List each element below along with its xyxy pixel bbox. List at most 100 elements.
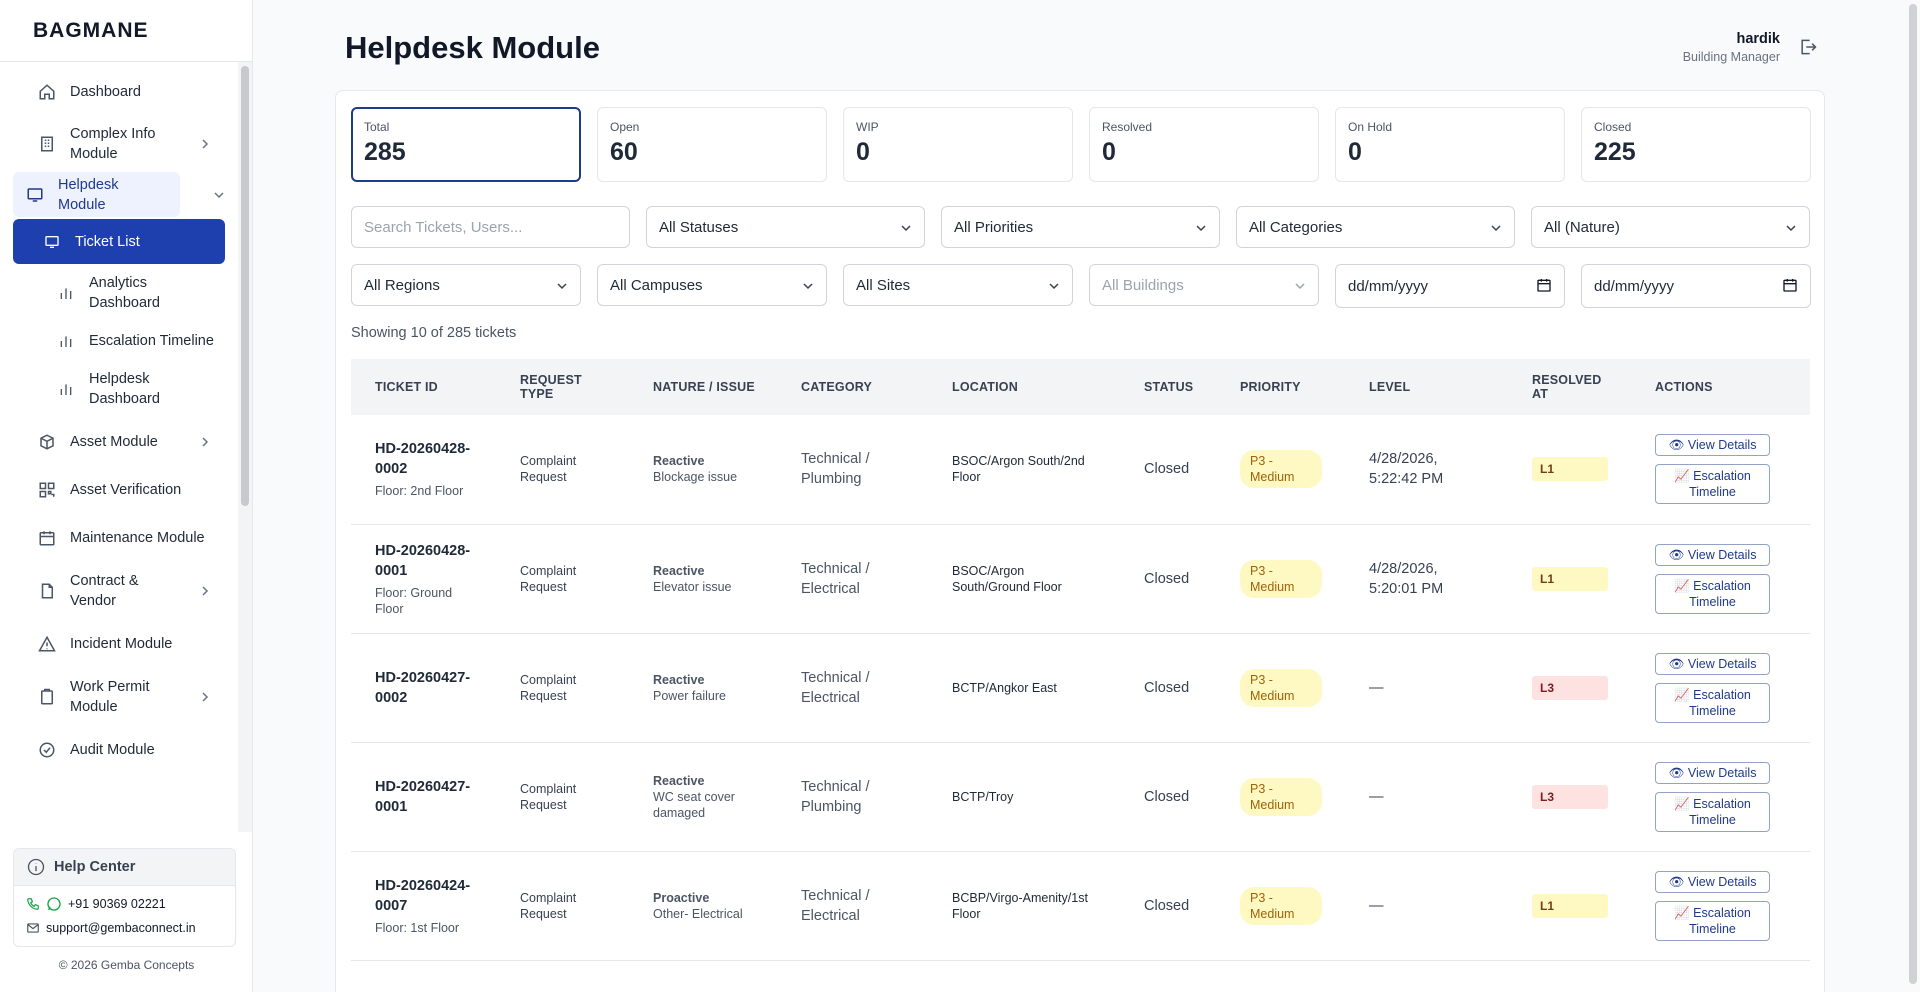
sidebar-item-work-permit[interactable]: Work Permit Module (13, 668, 225, 726)
table-row[interactable]: HD-20260427-0002 Complaint Request Reactiv… (351, 633, 1810, 742)
stat-card-resolved[interactable]: Resolved 0 (1089, 107, 1319, 182)
document-icon (37, 581, 57, 601)
sidebar-item-maintenance[interactable]: Maintenance Module (13, 514, 225, 562)
request-type-cell: Complaint Request (510, 742, 643, 851)
stat-card-open[interactable]: Open 60 (597, 107, 827, 182)
ticket-id[interactable]: HD-20260427-0002 (375, 669, 471, 706)
table-row[interactable]: HD-20260424-0007 Floor: 1st Floor Complain… (351, 851, 1810, 960)
view-details-button[interactable]: 👁 View Details (1655, 761, 1770, 784)
stat-card-on-hold[interactable]: On Hold 0 (1335, 107, 1565, 182)
page-scroll-thumb[interactable] (1909, 4, 1917, 984)
help-email-row: support@gembaconnect.in (14, 916, 235, 940)
resolved-at-cell: L3 (1522, 742, 1645, 851)
ticket-id[interactable]: HD-20260428-0001 (375, 542, 471, 579)
escalation-timeline-button[interactable]: 📈 Escalation Timeline (1655, 900, 1770, 941)
sidebar-item-asset-verification[interactable]: Asset Verification (13, 466, 225, 514)
page-scrollbar[interactable] (1906, 0, 1920, 992)
sidebar-scroll-thumb[interactable] (241, 66, 249, 506)
sidebar-subitem-ticket-list[interactable]: Ticket List (13, 219, 225, 264)
campus-select[interactable]: All Campuses (597, 264, 827, 306)
table-row[interactable]: HD-20260428-0002 Floor: 2nd Floor Complain… (351, 415, 1810, 524)
page-title: Helpdesk Module (345, 30, 600, 65)
column-header[interactable]: LOCATION (952, 380, 1018, 394)
column-header[interactable]: NATURE / ISSUE (653, 380, 755, 394)
escalation-timeline-button[interactable]: 📈 Escalation Timeline (1655, 682, 1770, 723)
sidebar-subitem-escalation-timeline[interactable]: Escalation Timeline (29, 322, 225, 360)
column-header[interactable]: ACTIONS (1655, 380, 1713, 394)
sidebar-item-audit[interactable]: Audit Module (13, 726, 225, 774)
category-select[interactable]: All Categories (1236, 206, 1515, 248)
column-header[interactable]: LEVEL (1369, 380, 1411, 394)
ticket-id[interactable]: HD-20260424-0007 (375, 877, 471, 914)
stat-card-total[interactable]: Total 285 (351, 107, 581, 182)
view-details-button[interactable]: 👁 View Details (1655, 870, 1770, 893)
status-select-value: All Statuses (659, 218, 739, 236)
building-select[interactable]: All Buildings (1089, 264, 1319, 306)
table-row[interactable]: HD-20260428-0001 Floor: Ground Floor Compl… (351, 524, 1810, 633)
level-value: 4/28/2026, 5:20:01 PM (1369, 560, 1444, 597)
ticket-id[interactable]: HD-20260428-0002 (375, 441, 471, 478)
stat-card-closed[interactable]: Closed 225 (1581, 107, 1811, 182)
column-header[interactable]: REQUEST TYPE (510, 359, 643, 415)
request-type: Complaint Request (520, 454, 577, 485)
calendar-icon[interactable] (1782, 277, 1798, 293)
monitor-icon (43, 233, 61, 251)
category: Technical / Electrical (801, 560, 870, 597)
column-header[interactable]: TICKET ID (375, 380, 438, 394)
stat-card-wip[interactable]: WIP 0 (843, 107, 1073, 182)
escalation-timeline-button[interactable]: 📈 Escalation Timeline (1655, 573, 1770, 614)
view-details-button[interactable]: 👁 View Details (1655, 434, 1770, 457)
help-center-header[interactable]: Help Center (14, 849, 235, 886)
stats-row: Total 285 Open 60 WIP 0 Resolved 0 On Ho… (351, 107, 1811, 182)
sidebar-item-incident[interactable]: Incident Module (13, 620, 225, 668)
chevron-right-icon (199, 436, 211, 448)
stat-value: 0 (1348, 138, 1362, 166)
escalation-timeline-button[interactable]: 📈 Escalation Timeline (1655, 464, 1770, 505)
sidebar-item-dashboard[interactable]: Dashboard (13, 68, 225, 116)
status-select[interactable]: All Statuses (646, 206, 925, 248)
sidebar-item-asset-module[interactable]: Asset Module (13, 418, 225, 466)
level-cell: — (1359, 851, 1522, 960)
monitor-icon (25, 185, 45, 205)
region-select[interactable]: All Regions (351, 264, 581, 306)
calendar-icon[interactable] (1536, 277, 1552, 293)
column-header[interactable]: STATUS (1144, 380, 1194, 394)
chevron-right-icon (199, 138, 211, 150)
sidebar-subitem-helpdesk-dashboard[interactable]: Helpdesk Dashboard (29, 360, 225, 418)
ticket-id-cell: HD-20260427-0001 (351, 742, 510, 851)
issue: Elevator issue (653, 579, 732, 594)
column-header[interactable]: CATEGORY (801, 380, 873, 394)
column-header[interactable]: PRIORITY (1240, 380, 1301, 394)
search-input[interactable]: Search Tickets, Users... (351, 206, 630, 248)
column-header[interactable]: RESOLVED AT (1522, 359, 1645, 415)
location-cell: BCBP/Virgo-Amenity/1st Floor (942, 851, 1134, 960)
table-row[interactable]: HD-20260427-0001 Complaint Request Reactiv… (351, 742, 1810, 851)
sidebar-item-helpdesk[interactable]: Helpdesk Module (13, 172, 224, 217)
view-details-button[interactable]: 👁 View Details (1655, 543, 1770, 566)
date-to-input[interactable]: dd/mm/yyyy (1581, 264, 1811, 308)
logout-icon[interactable] (1798, 37, 1820, 59)
sidebar-item-complex-info[interactable]: Complex Info Module (13, 116, 225, 172)
escalation-timeline-button[interactable]: 📈 Escalation Timeline (1655, 791, 1770, 832)
nature-issue-cell: Reactive Elevator issue (643, 524, 791, 633)
stat-label: Total (364, 120, 390, 134)
chevron-down-icon (1195, 222, 1207, 234)
help-phone[interactable]: +91 90369 02221 (68, 897, 166, 911)
sidebar-subitem-label: Escalation Timeline (89, 333, 214, 349)
site-select[interactable]: All Sites (843, 264, 1073, 306)
sidebar-subitem-label: Analytics Dashboard (89, 275, 160, 311)
bar-chart-icon (57, 380, 75, 398)
sidebar-scrollbar[interactable] (238, 62, 252, 832)
building-select-value: All Buildings (1102, 276, 1184, 294)
date-from-input[interactable]: dd/mm/yyyy (1335, 264, 1565, 308)
help-email[interactable]: support@gembaconnect.in (46, 921, 196, 935)
priority-select[interactable]: All Priorities (941, 206, 1220, 248)
sidebar-subitem-analytics-dashboard[interactable]: Analytics Dashboard (29, 264, 225, 322)
level-cell: 4/28/2026, 5:20:01 PM (1359, 524, 1522, 633)
nature: Reactive (653, 563, 705, 578)
ticket-id[interactable]: HD-20260427-0001 (375, 778, 471, 815)
issue: Other- Electrical (653, 906, 743, 921)
nature-select[interactable]: All (Nature) (1531, 206, 1810, 248)
view-details-button[interactable]: 👁 View Details (1655, 652, 1770, 675)
sidebar-item-contract-vendor[interactable]: Contract & Vendor (13, 562, 225, 620)
